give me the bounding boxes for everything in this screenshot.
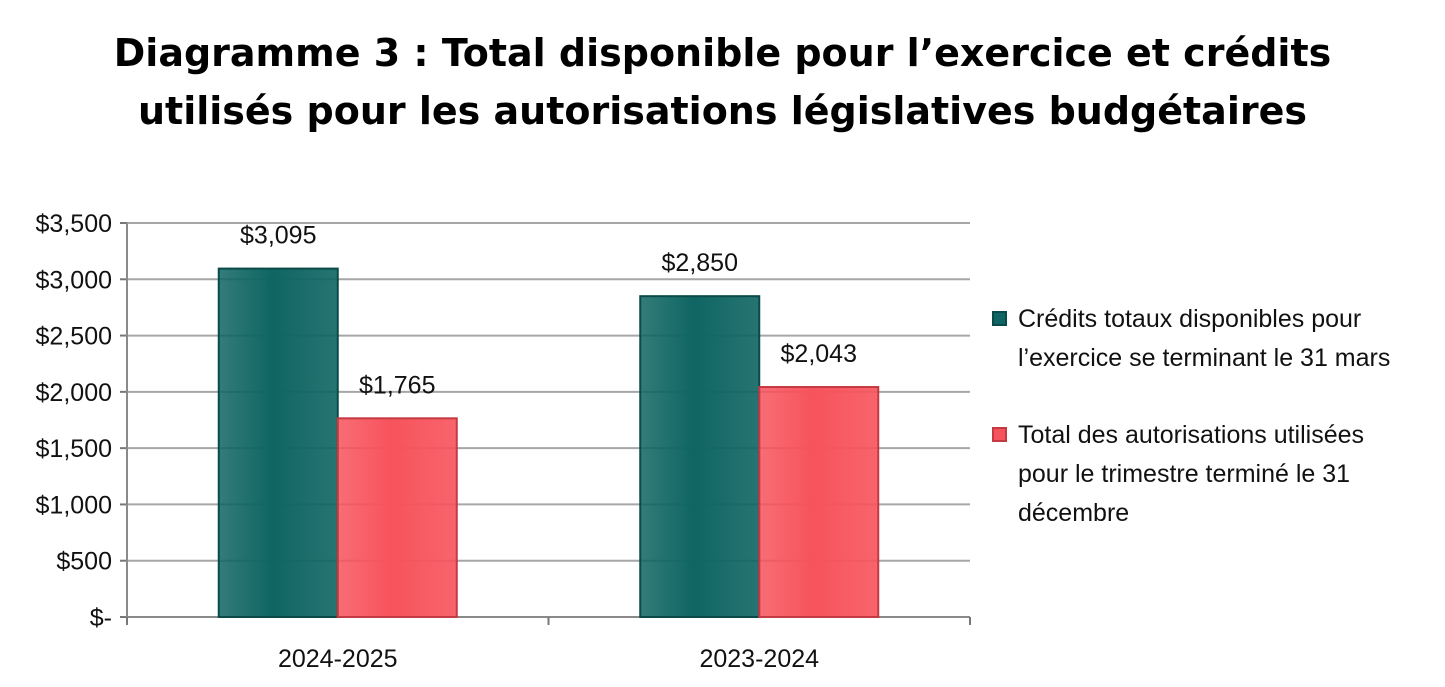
legend-swatch-red [992, 427, 1007, 442]
y-tick-label: $- [90, 604, 112, 632]
data-label: $3,095 [240, 222, 316, 250]
y-tick-label: $2,000 [36, 379, 112, 407]
x-tick-label: 2023-2024 [699, 645, 819, 673]
x-tick-label: 2024-2025 [278, 645, 398, 673]
legend-label-line: l’exercice se terminant le 31 mars [1018, 344, 1391, 372]
legend-label-line: Crédits totaux disponibles pour [1018, 305, 1362, 333]
data-label: $2,850 [662, 249, 738, 277]
y-tick-label: $1,500 [36, 435, 112, 463]
legend-label-line: décembre [1018, 499, 1130, 527]
legend-swatch-teal [992, 311, 1007, 326]
y-tick-label: $500 [56, 548, 112, 576]
legend: Crédits totaux disponibles pour l’exerci… [990, 300, 1440, 571]
bar-credits-totaux [639, 295, 761, 618]
legend-item-autorisations-utilisees: Total des autorisations utilisées pour l… [990, 416, 1440, 533]
chart-title-line-1: Diagramme 3 : Total disponible pour l’ex… [113, 31, 1332, 75]
y-tick-label: $1,000 [36, 491, 112, 519]
chart-title-line-2: utilisés pour les autorisations législat… [138, 89, 1307, 133]
legend-label-line: Total des autorisations utilisées [1018, 421, 1365, 449]
y-tick-label: $2,500 [36, 323, 112, 351]
bar-credits-totaux [217, 267, 339, 618]
data-label: $2,043 [781, 340, 857, 368]
legend-label-line: pour le trimestre terminé le 31 [1018, 460, 1351, 488]
chart-title: Diagramme 3 : Total disponible pour l’ex… [0, 24, 1445, 140]
data-label: $1,765 [359, 371, 435, 399]
y-tick-label: $3,500 [36, 210, 112, 238]
y-tick-label: $3,000 [36, 266, 112, 294]
bar-autorisations-utilisees [336, 417, 458, 618]
legend-item-credits-totaux: Crédits totaux disponibles pour l’exerci… [990, 300, 1440, 378]
bar-autorisations-utilisees [758, 386, 880, 618]
